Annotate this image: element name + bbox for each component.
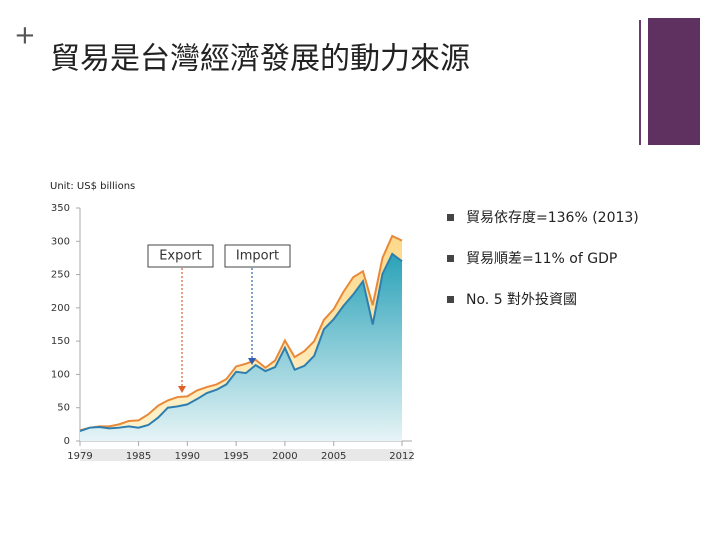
y-tick-label: 0	[64, 436, 70, 447]
y-tick-label: 350	[51, 203, 70, 214]
decor-block	[648, 18, 700, 145]
x-axis-band	[80, 449, 412, 461]
x-tick-label: 2005	[321, 451, 346, 462]
y-tick-label: 50	[57, 403, 70, 414]
bullet-marker	[447, 214, 454, 221]
legend-label: Import	[236, 249, 279, 264]
x-tick-label: 1985	[126, 451, 151, 462]
bullet-text: No. 5 對外投資國	[466, 292, 577, 308]
bullet-text: 貿易順差=11% of GDP	[466, 251, 617, 267]
x-tick-label: 1979	[67, 451, 92, 462]
x-tick-label: 1995	[223, 451, 248, 462]
x-tick-label: 2012	[389, 451, 414, 462]
y-tick-label: 200	[51, 303, 70, 314]
bullet-text: 貿易依存度=136% (2013)	[466, 210, 639, 226]
bullet-marker	[447, 296, 454, 303]
y-tick-label: 100	[51, 369, 70, 380]
plus-icon: +	[14, 21, 36, 51]
legend-label: Export	[159, 249, 202, 264]
arrow-head	[248, 358, 256, 365]
x-tick-label: 2000	[272, 451, 297, 462]
legend-box	[224, 244, 291, 268]
unit-label: Unit: US$ billions	[50, 181, 135, 192]
area-line	[79, 234, 403, 432]
arrow-head	[178, 386, 186, 393]
y-tick-label: 250	[51, 270, 70, 281]
y-tick-label: 300	[51, 236, 70, 247]
bullet-marker	[447, 255, 454, 262]
slide-title: 貿易是台灣經濟發展的動力來源	[50, 42, 470, 77]
area-line	[79, 252, 403, 432]
legend-box	[147, 244, 214, 268]
x-tick-label: 1990	[175, 451, 200, 462]
y-tick-label: 150	[51, 336, 70, 347]
area	[80, 253, 402, 441]
